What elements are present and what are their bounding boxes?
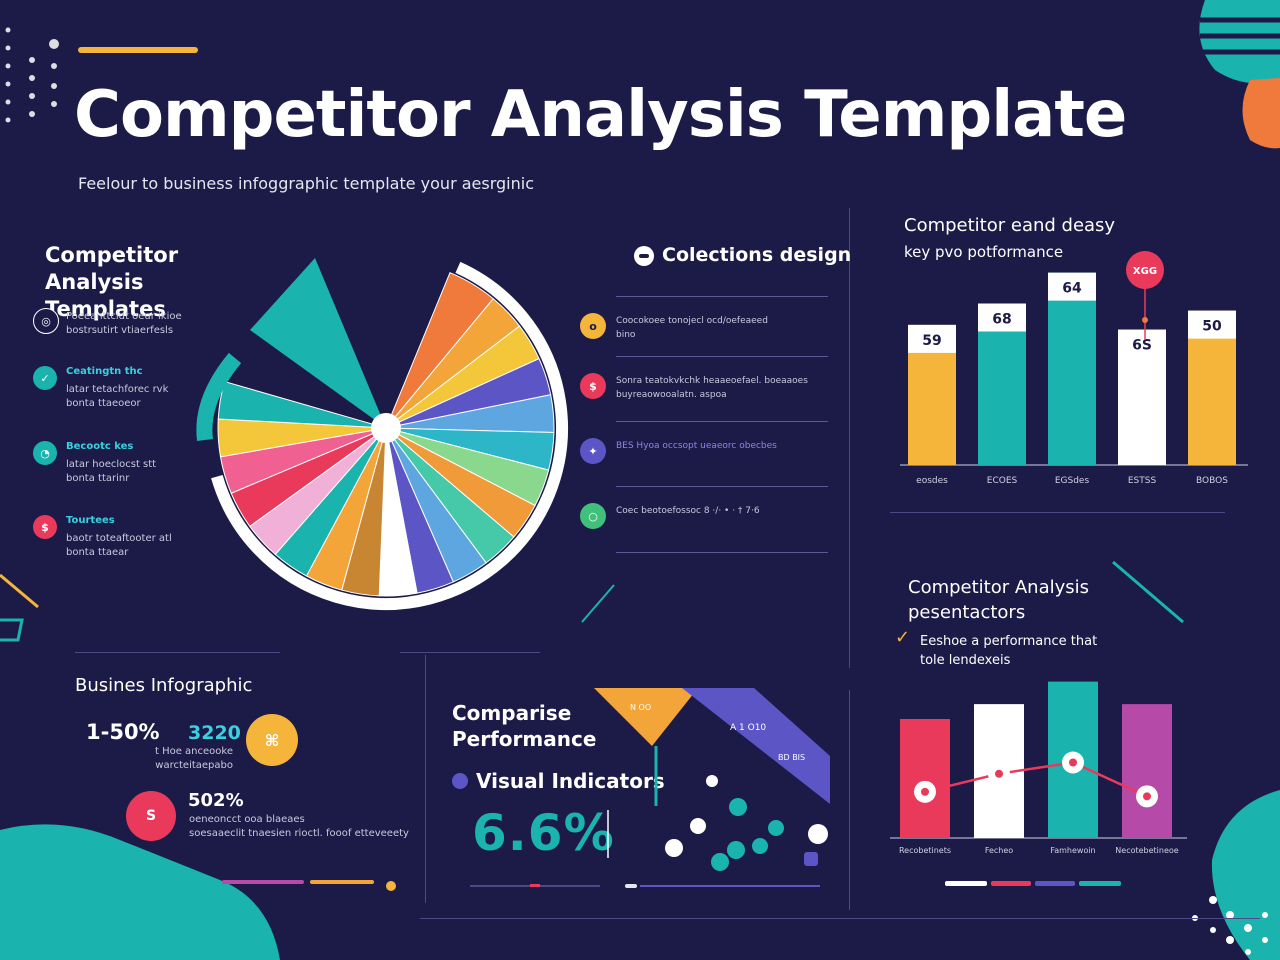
bar-label-box xyxy=(1118,329,1166,358)
trend-point-core xyxy=(921,787,929,796)
divider xyxy=(420,918,1260,919)
trend-point-core xyxy=(995,769,1003,778)
accent-bar-top xyxy=(78,47,198,53)
legend-dashes xyxy=(945,881,1121,886)
info-icon xyxy=(634,245,654,266)
x-tick-label: EGSdes xyxy=(1055,476,1090,486)
x-tick-label: BOBOS xyxy=(1196,476,1228,486)
bottom-mid-progress xyxy=(470,884,820,888)
right-mid-check: ✓ Eeshoe a performance that tole lendexe… xyxy=(895,627,1098,668)
pin-dot xyxy=(1142,317,1148,323)
x-tick-label: ECOES xyxy=(987,476,1018,486)
pie-slice xyxy=(250,258,386,428)
x-tick-label: Necotebetineoe xyxy=(1115,846,1179,855)
svg-text:A 1 O10: A 1 O10 xyxy=(730,723,766,733)
dollar-icon: $ xyxy=(580,373,606,399)
collections-heading: Colections design xyxy=(634,242,851,269)
bar xyxy=(1048,272,1096,465)
divider xyxy=(75,652,280,653)
pie-rim xyxy=(211,261,568,610)
divider xyxy=(849,690,850,910)
svg-text:BD BIS: BD BIS xyxy=(778,753,805,762)
bar-value-label: 6S xyxy=(1132,338,1152,354)
check-icon: ✓ xyxy=(33,366,57,390)
pie-center xyxy=(371,413,401,443)
target-icon: ◎ xyxy=(33,308,59,334)
spark-icon: ✦ xyxy=(580,438,606,464)
right-top-heading: Competitor eand deasy key pvo potformanc… xyxy=(904,215,1116,261)
divider xyxy=(400,652,540,653)
pin-label: XGG xyxy=(1133,266,1157,277)
x-tick-label: ESTSS xyxy=(1128,476,1157,486)
bar-label-box xyxy=(1188,310,1236,339)
bar-line-chart-bottom: Recobetinets Fecheo Famhewoin Necotebetineo… xyxy=(890,681,1187,855)
stat-2: 3220 xyxy=(188,722,241,744)
pie-arc-accent xyxy=(196,352,242,441)
x-tick-label: Recobetinets xyxy=(899,846,951,855)
svg-text:N OO: N OO xyxy=(630,703,651,712)
right-mid-heading: Competitor Analysis pesentactors xyxy=(908,577,1090,623)
pie-chart xyxy=(196,258,568,610)
divider xyxy=(890,512,1225,513)
divider xyxy=(849,208,850,668)
divider xyxy=(425,655,426,903)
dollar-icon: $ xyxy=(33,515,57,539)
x-tick-label: eosdes xyxy=(916,476,948,486)
bar-value-label: 64 xyxy=(1062,281,1082,297)
stat-3-desc: oeneoncct ooa blaeaes soesaaeclit tnaesi… xyxy=(189,814,409,839)
bar-label-box xyxy=(1048,272,1096,301)
trend-point-core xyxy=(1143,792,1151,801)
comparise-heading: Comparise Performance xyxy=(452,701,597,751)
bottom-right-blob xyxy=(1211,790,1280,960)
check-icon: ✓ xyxy=(895,627,911,648)
dial-icon: ◔ xyxy=(33,441,57,465)
bottom-left-heading: Busines Infographic xyxy=(75,675,253,696)
x-tick-label: Famhewoin xyxy=(1050,846,1095,855)
stat-badge-red: S xyxy=(126,791,176,841)
stat-3: 502% xyxy=(188,790,244,811)
indicator-icon xyxy=(452,773,468,789)
bar-label-box xyxy=(908,324,956,353)
bar-value-label: 59 xyxy=(922,333,941,349)
bottom-left-progress xyxy=(222,880,396,891)
bar-chart-top: 59 eosdes 68 ECOES 64 EGSdes 6S ESTSS 50 BOBOS XGG xyxy=(900,251,1248,486)
top-right-blob xyxy=(1199,0,1280,84)
funnel-graphic: N OO A 1 O10 BD BIS xyxy=(594,688,830,871)
stat-badge-yellow: ⌘ xyxy=(246,714,298,766)
dot-grid-top-left xyxy=(5,27,59,123)
bar-value-label: 50 xyxy=(1202,319,1222,335)
stat-2-desc: t Hoe anceooke warcteitaepabo xyxy=(154,746,233,771)
page-title: Competitor Analysis Template xyxy=(74,78,1127,152)
bar-label-box xyxy=(978,303,1026,332)
left-panel-heading: Competitor Analysis Templates xyxy=(45,243,179,321)
trend-point-core xyxy=(1069,758,1077,767)
bar xyxy=(900,719,950,838)
pin-marker xyxy=(1126,251,1164,289)
page-subtitle: Feelour to business infoggraphic templat… xyxy=(78,174,534,193)
bar-value-label: 68 xyxy=(992,312,1011,328)
x-tick-label: Fecheo xyxy=(985,846,1013,855)
circle-icon: ○ xyxy=(580,503,606,529)
bar xyxy=(1122,704,1172,838)
stat-1: 1-50% xyxy=(86,720,160,744)
bottom-left-blob xyxy=(0,824,280,960)
visual-indicators: Visual Indicators xyxy=(452,769,665,793)
big-percentage: 6.6% xyxy=(472,804,615,862)
coin-icon: o xyxy=(580,313,606,339)
trend-line xyxy=(924,761,1148,798)
